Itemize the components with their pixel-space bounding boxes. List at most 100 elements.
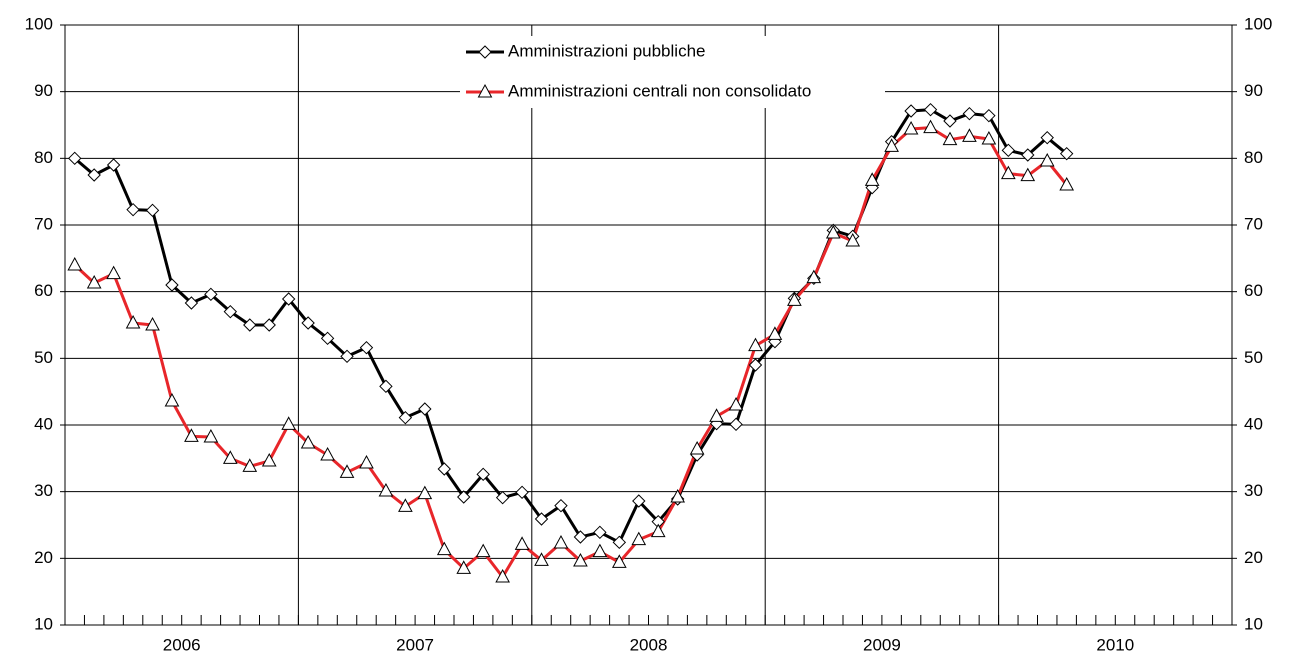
triangle-marker [339, 464, 355, 478]
triangle-marker [923, 119, 938, 134]
diamond-marker [457, 490, 471, 504]
y2-tick-label: 50 [1244, 348, 1263, 367]
y-tick-label: 60 [34, 281, 53, 300]
legend: Amministrazioni pubbliche Amministrazioni… [460, 36, 885, 108]
y2-tick-label: 10 [1244, 614, 1263, 633]
triangle-marker [864, 172, 880, 186]
diamond-marker [1040, 130, 1054, 145]
triangle-marker [962, 128, 977, 142]
diamond-marker [301, 316, 315, 330]
triangle-marker [477, 83, 493, 98]
diamond-marker [437, 462, 451, 476]
diamond-marker [982, 108, 996, 123]
diamond-marker [729, 417, 743, 432]
y2-tick-label: 90 [1244, 81, 1263, 100]
triangle-marker [184, 428, 199, 442]
triangle-marker [495, 568, 510, 583]
triangle-marker [845, 232, 861, 247]
triangle-marker [398, 498, 413, 512]
diamond-marker [398, 410, 413, 425]
triangle-marker [689, 440, 705, 455]
y-tick-label: 70 [34, 214, 53, 233]
triangle-marker [728, 396, 744, 411]
triangle-marker [884, 138, 899, 152]
diamond-marker [632, 494, 646, 508]
triangle-marker [748, 337, 763, 352]
diamond-marker [68, 151, 82, 166]
triangle-marker [106, 265, 121, 280]
diamond-marker [340, 349, 354, 364]
y-tick-label: 10 [34, 614, 53, 633]
diamond-marker [126, 202, 140, 217]
triangle-marker [1039, 152, 1055, 167]
y-tick-label: 100 [25, 14, 53, 33]
x-tick-label: 2008 [630, 635, 668, 654]
triangle-marker [300, 434, 316, 449]
y2-tick-label: 100 [1244, 14, 1272, 33]
triangle-marker [1059, 176, 1075, 191]
triangle-marker [261, 452, 277, 467]
y-tick-label: 40 [34, 414, 53, 433]
y2-tick-label: 70 [1244, 214, 1263, 233]
diamond-marker [515, 485, 529, 500]
series-line [73, 108, 1068, 544]
y2-tick-label: 60 [1244, 281, 1263, 300]
triangle-marker [320, 446, 335, 461]
triangle-marker [631, 531, 647, 546]
y-tick-label: 90 [34, 81, 53, 100]
diamond-marker [748, 358, 763, 372]
diamond-marker [165, 278, 179, 292]
triangle-marker [67, 256, 83, 271]
triangle-marker [787, 292, 802, 306]
diamond-marker [87, 168, 101, 182]
triangle-marker [670, 488, 686, 503]
triangle-marker [514, 536, 530, 550]
triangle-marker [709, 408, 724, 422]
y2-tick-label: 20 [1244, 548, 1263, 567]
plot-frame [64, 24, 1233, 626]
triangle-marker [378, 482, 394, 497]
triangle-marker [242, 458, 258, 472]
triangle-marker [534, 552, 549, 566]
diamond-marker [904, 104, 918, 118]
diamond-marker [145, 203, 160, 218]
diamond-marker [1001, 143, 1016, 158]
diamond-marker [495, 490, 510, 505]
triangle-marker [359, 454, 374, 469]
triangle-marker [650, 523, 666, 538]
triangle-marker [825, 224, 841, 239]
y2-tick-label: 80 [1244, 148, 1263, 167]
diamond-marker [320, 331, 335, 346]
triangle-marker [86, 274, 102, 289]
legend-box [460, 36, 885, 108]
triangle-marker [806, 269, 822, 284]
diamond-marker [262, 318, 276, 332]
diamond-marker [418, 402, 432, 416]
legend-label: Amministrazioni pubbliche [508, 41, 705, 60]
diamond-marker [612, 535, 627, 550]
series-line [73, 126, 1068, 579]
x-tick-label: 2007 [396, 635, 434, 654]
triangle-marker [164, 392, 180, 407]
x-tick-label: 2009 [863, 635, 901, 654]
triangle-marker [981, 130, 997, 145]
diamond-marker [359, 340, 374, 355]
diamond-marker [204, 287, 218, 302]
x-tick-label: 2006 [163, 635, 201, 654]
y-tick-label: 80 [34, 148, 53, 167]
triangle-marker [417, 485, 433, 500]
diamond-marker [476, 467, 490, 482]
diamond-marker [573, 530, 588, 544]
y2-tick-label: 40 [1244, 414, 1263, 433]
triangle-marker [592, 543, 608, 558]
legend-label: Amministrazioni centrali non consolidato [508, 81, 811, 100]
diamond-marker [593, 525, 607, 540]
triangle-marker [573, 552, 588, 567]
y-tick-label: 30 [34, 481, 53, 500]
triangle-marker [203, 428, 219, 443]
triangle-marker [767, 326, 783, 340]
diamond-marker [106, 158, 121, 172]
y2-tick-label: 30 [1244, 481, 1263, 500]
triangle-marker [553, 534, 569, 549]
